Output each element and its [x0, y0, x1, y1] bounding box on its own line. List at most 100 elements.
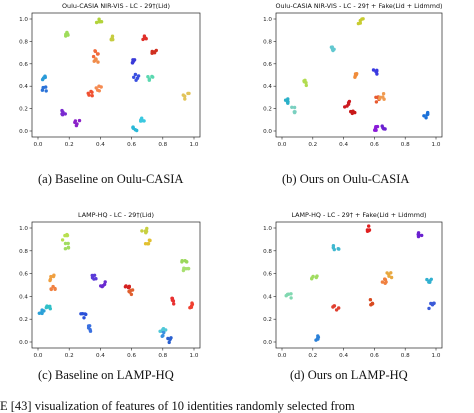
- scatter-point: [289, 292, 293, 296]
- scatter-point: [86, 91, 90, 96]
- scatter-point: [387, 274, 391, 278]
- cluster-16: [79, 312, 88, 320]
- chart-title: LAMP-HQ - LC - 29† + Fake(Lid + Lidmmd): [291, 211, 426, 219]
- scatter-point: [375, 124, 380, 129]
- scatter-point: [134, 78, 138, 82]
- plot-frame: [275, 221, 443, 349]
- scatter-point: [93, 49, 98, 54]
- cluster-5: [380, 277, 388, 285]
- scatter-point: [150, 74, 154, 79]
- scatter-point: [167, 340, 171, 345]
- scatter-point: [384, 280, 388, 284]
- cluster-14: [181, 91, 191, 101]
- x-tick-label: 0.8: [401, 142, 410, 148]
- cluster-8: [331, 304, 341, 312]
- scatter-point: [40, 311, 44, 316]
- scatter-point: [304, 81, 308, 85]
- scatter-point: [99, 284, 103, 288]
- plot-frame: [31, 221, 201, 349]
- scatter-point: [315, 274, 319, 278]
- scatter-point: [129, 288, 133, 293]
- cluster-9: [422, 110, 430, 120]
- scatter-point: [389, 275, 394, 280]
- x-tick-label: 1.0: [432, 142, 441, 148]
- scatter-point: [427, 306, 431, 311]
- cluster-7: [130, 58, 137, 65]
- scatter-point: [139, 118, 143, 122]
- scatter-point: [130, 60, 135, 65]
- scatter-point: [97, 20, 101, 24]
- panel-c: LAMP-HQ - LC - 29†(Lid) 0.0 0.2 0.4 0.6 0.8 1.…: [19, 211, 201, 382]
- x-tick-label: 0.2: [65, 142, 74, 148]
- scatter-point: [286, 101, 290, 105]
- cluster-11: [40, 85, 48, 93]
- cluster-6: [425, 277, 433, 284]
- scatter-point: [143, 36, 148, 40]
- scatter-point: [144, 229, 149, 234]
- scatter-point: [41, 86, 45, 90]
- scatter-point: [161, 327, 165, 331]
- cluster-6: [48, 273, 56, 283]
- y-tick-label: 1.0: [263, 17, 272, 23]
- scatter-point: [181, 93, 185, 97]
- cluster-1: [329, 45, 336, 53]
- scatter-point: [331, 244, 336, 248]
- scatter-point: [75, 122, 79, 126]
- cluster-17: [139, 116, 146, 123]
- scatter-point: [65, 232, 69, 237]
- scatter-point: [99, 85, 103, 89]
- cluster-20: [166, 336, 173, 345]
- y-tick-label: 0.6: [263, 272, 272, 278]
- scatter-point: [93, 58, 97, 62]
- y-tick-label: 0.8: [263, 39, 272, 45]
- scatter-point: [378, 97, 382, 101]
- panel-caption: (b) Ours on Oulu-CASIA: [282, 172, 409, 186]
- scatter-point: [94, 277, 98, 281]
- scatter-point: [171, 299, 176, 303]
- cluster-13: [380, 124, 387, 131]
- cluster-11: [349, 109, 357, 116]
- scatter-point: [82, 316, 86, 320]
- scatter-point: [92, 273, 97, 277]
- cluster-16: [73, 118, 82, 128]
- y-tick-label: 0.4: [263, 84, 272, 90]
- x-tick-label: 0.0: [34, 353, 43, 359]
- x-tick-label: 0.0: [34, 142, 43, 148]
- scatter-point: [367, 224, 371, 228]
- scatter-point: [49, 274, 53, 279]
- scatter-point: [290, 105, 294, 110]
- scatter-point: [63, 241, 68, 246]
- scatter-point: [380, 280, 385, 284]
- scatter-point: [37, 311, 41, 315]
- plot-frame: [31, 12, 201, 138]
- scatter-point: [337, 306, 341, 310]
- scatter-point: [146, 242, 151, 246]
- scatter-point: [63, 247, 68, 251]
- scatter-point: [370, 301, 375, 305]
- cluster-13: [86, 89, 94, 98]
- cluster-7: [90, 273, 98, 281]
- cluster-0: [94, 17, 104, 25]
- scatter-point: [40, 308, 44, 312]
- scatter-point: [52, 273, 56, 277]
- scatter-point: [66, 245, 71, 249]
- scatter-point: [375, 72, 379, 76]
- scatter-point: [95, 52, 100, 56]
- cluster-1: [60, 232, 70, 242]
- scatter-point: [110, 34, 115, 38]
- x-tick-label: 0.6: [127, 353, 136, 359]
- scatter-point: [169, 336, 173, 340]
- y-tick-label: 0.0: [19, 340, 28, 346]
- cluster-4: [302, 78, 308, 88]
- y-tick-label: 1.0: [19, 226, 28, 232]
- chart-title: Oulu-CASIA NIR-VIS - LC - 29† + Fake(Lid…: [275, 2, 442, 10]
- x-tick-label: 1.0: [432, 353, 441, 359]
- scatter-point: [374, 100, 379, 104]
- scatter-point: [186, 91, 190, 96]
- scatter-point: [381, 95, 385, 99]
- y-tick-label: 0.2: [19, 107, 28, 113]
- y-tick-label: 0.4: [19, 294, 28, 300]
- x-tick-label: 0.2: [308, 142, 317, 148]
- y-tick-label: 0.2: [263, 317, 272, 323]
- x-tick-label: 0.0: [278, 353, 287, 359]
